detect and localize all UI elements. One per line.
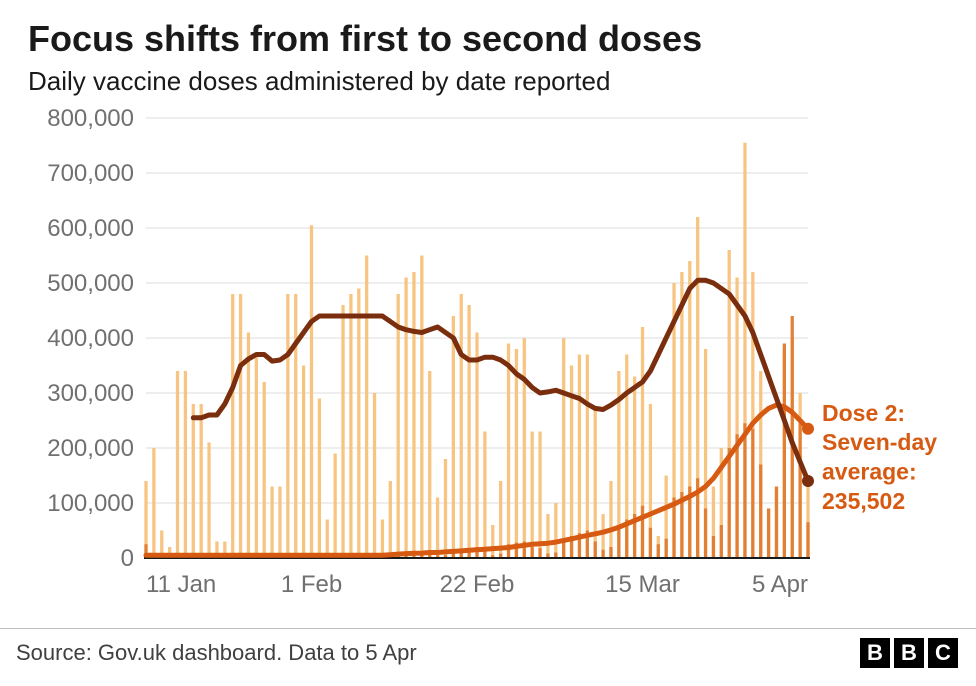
source-text: Source: Gov.uk dashboard. Data to 5 Apr: [16, 640, 417, 666]
svg-text:500,000: 500,000: [47, 270, 134, 297]
bbc-logo: B B C: [860, 638, 958, 668]
svg-text:200,000: 200,000: [47, 435, 134, 462]
chart-plot: 0 100,000 200,000 300,000 400,000 500,000 600,…: [28, 108, 948, 613]
svg-text:400,000: 400,000: [47, 325, 134, 352]
svg-text:300,000: 300,000: [47, 380, 134, 407]
chart-annotation-line: Seven-day: [822, 429, 937, 455]
svg-text:700,000: 700,000: [47, 160, 134, 187]
svg-text:0: 0: [121, 545, 134, 572]
svg-text:1 Feb: 1 Feb: [281, 571, 342, 598]
svg-text:11 Jan: 11 Jan: [146, 571, 216, 598]
bbc-logo-letter: B: [860, 638, 890, 668]
chart-title: Focus shifts from first to second doses: [28, 18, 702, 60]
chart-card: Focus shifts from first to second doses …: [0, 0, 976, 686]
svg-text:5 Apr: 5 Apr: [752, 571, 808, 598]
svg-text:22 Feb: 22 Feb: [440, 571, 515, 598]
svg-text:15 Mar: 15 Mar: [605, 571, 680, 598]
bbc-logo-letter: C: [928, 638, 958, 668]
chart-annotation-line: Dose 2:: [822, 400, 905, 426]
svg-text:800,000: 800,000: [47, 108, 134, 132]
svg-text:600,000: 600,000: [47, 215, 134, 242]
chart-annotation-line: 235,502: [822, 488, 905, 514]
bbc-logo-letter: B: [894, 638, 924, 668]
svg-text:100,000: 100,000: [47, 490, 134, 517]
chart-annotation-line: average:: [822, 459, 917, 485]
chart-subtitle: Daily vaccine doses administered by date…: [28, 66, 610, 97]
footer-divider: [0, 628, 976, 629]
